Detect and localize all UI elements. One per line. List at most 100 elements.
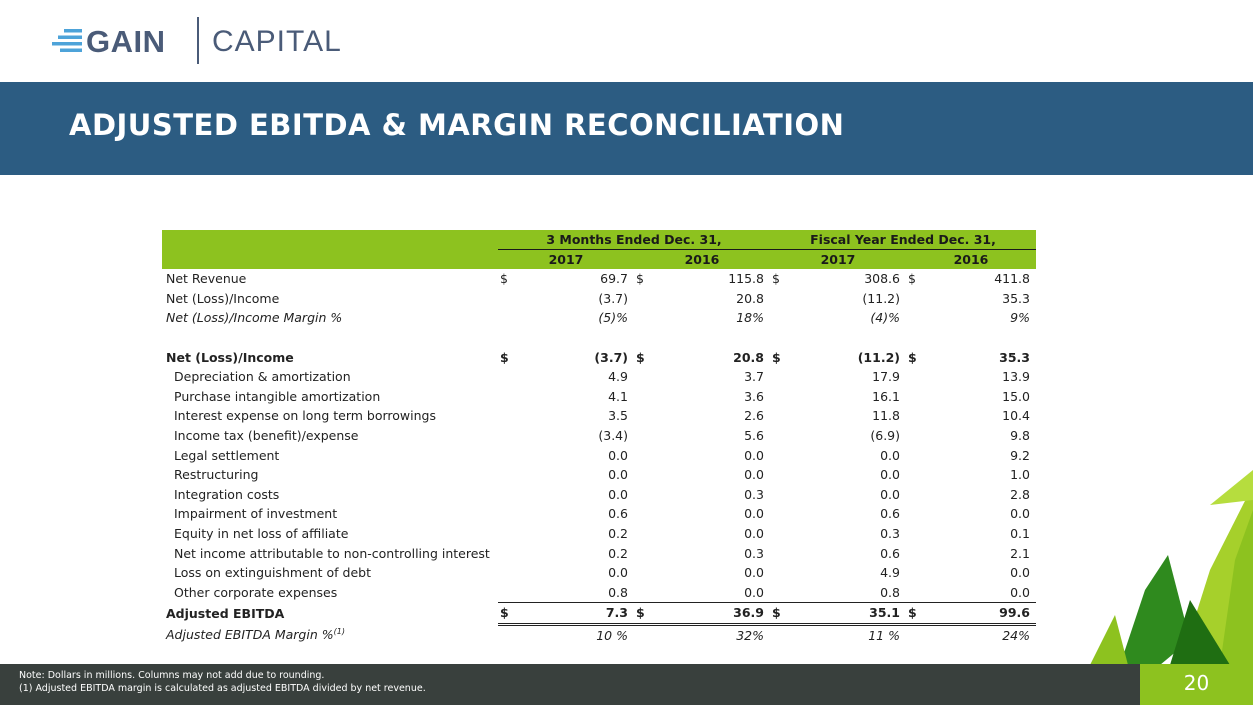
cell-value: 4.1 bbox=[608, 388, 628, 404]
currency-symbol: $ bbox=[772, 271, 780, 287]
cell-value: 9.8 bbox=[1010, 428, 1030, 444]
header-fy-2016: 2016 bbox=[906, 249, 1036, 269]
cell-value: (3.7) bbox=[598, 290, 628, 306]
table-row: Adjusted EBITDA Margin %(1) 10 % 32% 11 … bbox=[162, 624, 1036, 645]
page-title: ADJUSTED EBITDA & MARGIN RECONCILIATION bbox=[69, 108, 845, 142]
cell-value: 9.2 bbox=[1010, 447, 1030, 463]
header-fy-2017: 2017 bbox=[770, 249, 906, 269]
row-label: Net (Loss)/Income bbox=[166, 290, 280, 306]
header-spacer bbox=[162, 249, 498, 269]
cell-value: (3.7) bbox=[594, 349, 628, 365]
cell-value: 0.0 bbox=[744, 447, 764, 463]
header-spacer bbox=[162, 230, 498, 250]
table-row: Restructuring 0.0 0.0 0.0 1.0 bbox=[162, 465, 1036, 485]
table-row: Net (Loss)/Income (3.7) 20.8 (11.2) 35.3 bbox=[162, 289, 1036, 309]
cell-value: 411.8 bbox=[994, 271, 1030, 287]
row-label: Legal settlement bbox=[174, 447, 280, 463]
table-row: Legal settlement 0.0 0.0 0.0 9.2 bbox=[162, 445, 1036, 465]
currency-symbol: $ bbox=[500, 349, 509, 365]
cell-value: 308.6 bbox=[864, 271, 900, 287]
table-group-header-row: 3 Months Ended Dec. 31, Fiscal Year Ende… bbox=[162, 230, 1036, 250]
cell-value: 32% bbox=[736, 627, 764, 643]
cell-value: 0.0 bbox=[608, 486, 628, 502]
decorative-green-shapes bbox=[1090, 470, 1253, 665]
footer-footnote: (1) Adjusted EBITDA margin is calculated… bbox=[19, 683, 426, 694]
cell-value: 0.0 bbox=[1010, 506, 1030, 522]
reconciliation-table: 3 Months Ended Dec. 31, Fiscal Year Ende… bbox=[162, 230, 1036, 645]
row-label: Integration costs bbox=[174, 486, 280, 502]
table-row: Loss on extinguishment of debt 0.0 0.0 4… bbox=[162, 563, 1036, 583]
cell-value: 0.0 bbox=[744, 565, 764, 581]
cell-value: (11.2) bbox=[857, 349, 900, 365]
cell-value: 0.0 bbox=[1010, 565, 1030, 581]
table-row: Purchase intangible amortization 4.1 3.6… bbox=[162, 387, 1036, 407]
table-row: Impairment of investment 0.6 0.0 0.6 0.0 bbox=[162, 504, 1036, 524]
cell-value: 0.2 bbox=[608, 545, 628, 561]
logo-brand-text: GAIN bbox=[86, 24, 166, 59]
title-band bbox=[0, 82, 1253, 175]
header-3-months: 3 Months Ended Dec. 31, bbox=[498, 230, 770, 250]
cell-value: 0.3 bbox=[744, 545, 764, 561]
currency-symbol: $ bbox=[772, 349, 781, 365]
table-spacer-row bbox=[162, 328, 1036, 348]
cell-value: (6.9) bbox=[870, 428, 900, 444]
row-label: Interest expense on long term borrowings bbox=[174, 408, 436, 424]
cell-value: 0.0 bbox=[880, 447, 900, 463]
cell-value: 0.0 bbox=[608, 467, 628, 483]
row-label: Purchase intangible amortization bbox=[174, 388, 381, 404]
cell-value: 0.0 bbox=[608, 565, 628, 581]
cell-value: 0.8 bbox=[608, 584, 628, 600]
currency-symbol: $ bbox=[908, 271, 916, 287]
footnote-marker: (1) bbox=[333, 627, 345, 637]
cell-value: 2.1 bbox=[1010, 545, 1030, 561]
page-number-box bbox=[1140, 664, 1253, 705]
row-label: Adjusted EBITDA Margin %(1) bbox=[162, 624, 498, 645]
row-label: Net (Loss)/Income Margin % bbox=[166, 310, 343, 326]
cell-value: 2.8 bbox=[1010, 486, 1030, 502]
row-label: Loss on extinguishment of debt bbox=[174, 565, 372, 581]
cell-value: 9% bbox=[1010, 310, 1030, 326]
cell-value: 0.2 bbox=[608, 526, 628, 542]
cell-value: 0.0 bbox=[744, 467, 764, 483]
row-label: Adjusted EBITDA bbox=[166, 605, 285, 621]
row-label: Income tax (benefit)/expense bbox=[174, 428, 359, 444]
currency-symbol: $ bbox=[498, 602, 516, 626]
total-row: Adjusted EBITDA $ 7.3 $ 36.9 $ 35.1 $ 99… bbox=[162, 602, 1036, 626]
currency-symbol: $ bbox=[636, 271, 644, 287]
row-label: Depreciation & amortization bbox=[174, 369, 351, 385]
header-q-2017: 2017 bbox=[498, 249, 634, 269]
cell-value: 7.3 bbox=[516, 602, 634, 626]
cell-value: 0.0 bbox=[608, 447, 628, 463]
cell-value: 36.9 bbox=[652, 602, 770, 626]
cell-value: 0.6 bbox=[608, 506, 628, 522]
cell-value: 3.7 bbox=[744, 369, 764, 385]
cell-value: 4.9 bbox=[880, 565, 900, 581]
cell-value: 3.6 bbox=[744, 388, 764, 404]
logo-divider bbox=[197, 17, 199, 64]
cell-value: 11 % bbox=[868, 627, 900, 643]
cell-value: 0.0 bbox=[880, 486, 900, 502]
cell-value: 115.8 bbox=[728, 271, 764, 287]
cell-value: 0.0 bbox=[880, 467, 900, 483]
row-label: Equity in net loss of affiliate bbox=[174, 526, 349, 542]
cell-value: 15.0 bbox=[1002, 388, 1030, 404]
cell-value: 10.4 bbox=[1002, 408, 1030, 424]
table-row: Integration costs 0.0 0.3 0.0 2.8 bbox=[162, 485, 1036, 505]
currency-symbol: $ bbox=[770, 602, 788, 626]
cell-value: 0.6 bbox=[880, 506, 900, 522]
table-row: Net (Loss)/Income $ (3.7) $ 20.8 $ (11.2… bbox=[162, 347, 1036, 367]
cell-value: 20.8 bbox=[736, 290, 764, 306]
cell-value: 10 % bbox=[596, 627, 628, 643]
company-logo: GAIN CAPITAL bbox=[50, 16, 380, 66]
cell-value: 17.9 bbox=[872, 369, 900, 385]
cell-value: 1.0 bbox=[1010, 467, 1030, 483]
page-number: 20 bbox=[1183, 671, 1210, 695]
table-row: Depreciation & amortization 4.9 3.7 17.9… bbox=[162, 367, 1036, 387]
row-label: Impairment of investment bbox=[174, 506, 338, 522]
cell-value: 0.0 bbox=[744, 506, 764, 522]
table-row: Net Revenue $ 69.7 $ 115.8 $ 308.6 $ 411… bbox=[162, 269, 1036, 289]
cell-value: (11.2) bbox=[862, 290, 900, 306]
currency-symbol: $ bbox=[908, 349, 917, 365]
table-row: Other corporate expenses 0.8 0.0 0.8 0.0 bbox=[162, 583, 1036, 603]
currency-symbol: $ bbox=[636, 349, 645, 365]
